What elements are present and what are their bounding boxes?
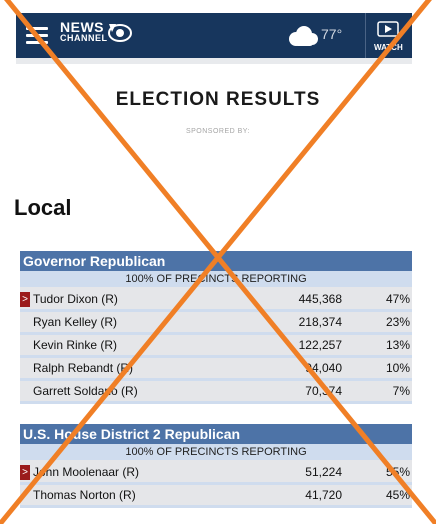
hamburger-menu-icon[interactable] bbox=[26, 27, 48, 44]
logo-line-2: CHANNEL bbox=[60, 33, 108, 43]
play-icon bbox=[377, 21, 399, 37]
temperature-readout: 77° bbox=[321, 26, 343, 42]
candidate-votes: 94,040 bbox=[305, 361, 342, 375]
header-divider bbox=[16, 58, 412, 64]
race-governor-republican: Governor Republican 100% OF PRECINCTS RE… bbox=[20, 251, 412, 404]
candidate-votes: 218,374 bbox=[298, 315, 342, 329]
candidate-votes: 445,368 bbox=[298, 292, 342, 306]
race-title: Governor Republican bbox=[20, 251, 412, 271]
candidate-name: Ralph Rebandt (R) bbox=[33, 361, 134, 375]
logo-line-1: NEWS bbox=[60, 19, 104, 35]
candidate-row: Thomas Norton (R) 41,720 45% bbox=[20, 485, 412, 508]
candidate-votes: 51,224 bbox=[305, 465, 342, 479]
top-navigation-bar: NEWS CHANNEL 77° WATCH bbox=[16, 13, 412, 58]
sponsored-label: SPONSORED BY: bbox=[185, 128, 251, 135]
race-title: U.S. House District 2 Republican bbox=[20, 424, 412, 444]
winner-marker-icon: > bbox=[20, 465, 30, 480]
section-heading-local: Local bbox=[14, 195, 72, 220]
candidate-row: Garrett Soldano (R) 70,374 7% bbox=[20, 381, 412, 404]
candidate-row: > John Moolenaar (R) 51,224 55% bbox=[20, 460, 412, 485]
candidate-name: Ryan Kelley (R) bbox=[33, 315, 118, 329]
candidate-percent: 55% bbox=[385, 465, 410, 479]
news-channel-logo[interactable]: NEWS CHANNEL bbox=[60, 19, 108, 44]
candidate-percent: 23% bbox=[385, 315, 410, 329]
precincts-reporting: 100% OF PRECINCTS REPORTING bbox=[20, 444, 412, 460]
watch-button[interactable]: WATCH bbox=[365, 13, 412, 58]
candidate-row: > Tudor Dixon (R) 445,368 47% bbox=[20, 287, 412, 312]
page-title: ELECTION RESULTS bbox=[115, 89, 321, 110]
candidate-percent: 10% bbox=[385, 361, 410, 375]
candidate-votes: 70,374 bbox=[305, 384, 342, 398]
candidate-votes: 122,257 bbox=[298, 338, 342, 352]
candidate-percent: 47% bbox=[385, 292, 410, 306]
precincts-reporting: 100% OF PRECINCTS REPORTING bbox=[20, 271, 412, 287]
winner-marker-icon: > bbox=[20, 292, 30, 307]
candidate-row: Ralph Rebandt (R) 94,040 10% bbox=[20, 358, 412, 381]
candidate-name: Thomas Norton (R) bbox=[33, 488, 136, 502]
candidate-name: Kevin Rinke (R) bbox=[33, 338, 118, 352]
channel-eye-logo-icon bbox=[108, 24, 132, 42]
watch-label: WATCH bbox=[374, 43, 403, 52]
candidate-row: Kevin Rinke (R) 122,257 13% bbox=[20, 335, 412, 358]
candidate-votes: 41,720 bbox=[305, 488, 342, 502]
candidate-percent: 7% bbox=[392, 384, 410, 398]
candidate-name: John Moolenaar (R) bbox=[33, 465, 140, 479]
candidate-name: Garrett Soldano (R) bbox=[33, 384, 138, 398]
candidate-percent: 13% bbox=[385, 338, 410, 352]
race-us-house-district-2-republican: U.S. House District 2 Republican 100% OF… bbox=[20, 424, 412, 508]
candidate-percent: 45% bbox=[385, 488, 410, 502]
candidate-name: Tudor Dixon (R) bbox=[33, 292, 118, 306]
candidate-row: Ryan Kelley (R) 218,374 23% bbox=[20, 312, 412, 335]
